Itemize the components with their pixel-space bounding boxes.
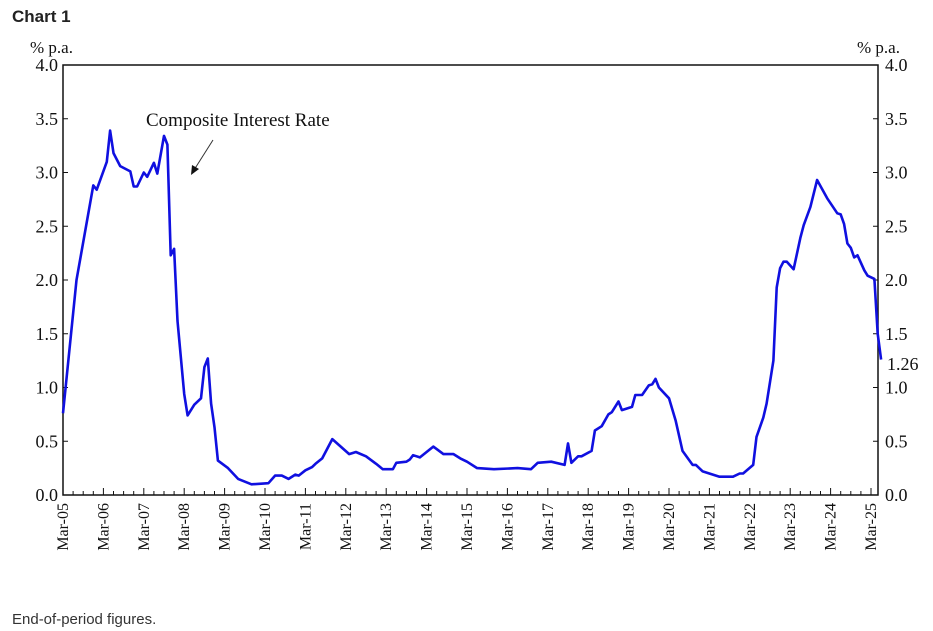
x-tick-label: Mar-20 xyxy=(661,503,678,551)
x-tick-label: Mar-13 xyxy=(378,503,395,551)
y-tick-label-left: 2.0 xyxy=(36,270,59,290)
last-value-label: 1.26 xyxy=(887,354,919,374)
y-tick-label-left: 1.5 xyxy=(36,324,59,344)
y-tick-label-right: 2.5 xyxy=(885,216,908,236)
x-tick-label: Mar-16 xyxy=(499,503,516,551)
footnote: End-of-period figures. xyxy=(12,611,156,628)
annotation-arrow xyxy=(191,139,214,175)
x-tick-label: Mar-22 xyxy=(742,503,759,551)
y-axis-ticks: 0.0 0.0 0.5 0.5 1.0 1.0 1.5 1.5 2.0 2.0 2.5 2.5 3.0 3… xyxy=(36,55,908,505)
y-tick-label-right: 1.5 xyxy=(885,324,908,344)
y-tick-label-right: 4.0 xyxy=(885,55,908,75)
y-tick-label-left: 3.5 xyxy=(36,109,59,129)
x-tick-label: Mar-24 xyxy=(823,503,840,551)
y-tick-label-left: 4.0 xyxy=(36,55,59,75)
x-tick-label: Mar-10 xyxy=(257,503,274,551)
x-tick-label: Mar-25 xyxy=(863,503,880,551)
x-tick-label: Mar-08 xyxy=(176,503,193,551)
y-tick-label-left: 0.5 xyxy=(36,431,59,451)
y-tick-label-right: 2.0 xyxy=(885,270,908,290)
x-axis-ticks: Mar-05 Mar-06 Mar-07 Mar-08 Mar-09 Mar-10 Mar-… xyxy=(55,488,880,551)
x-tick-label: Mar-18 xyxy=(580,503,597,551)
y-tick-label-left: 2.5 xyxy=(36,216,59,236)
y-axis-unit-right: % p.a. xyxy=(857,38,900,57)
x-tick-label: Mar-17 xyxy=(540,503,557,551)
y-tick-label-right: 3.0 xyxy=(885,163,908,183)
x-tick-label: Mar-05 xyxy=(55,503,72,551)
y-tick-label-right: 1.0 xyxy=(885,378,908,398)
x-tick-label: Mar-12 xyxy=(338,503,355,551)
y-tick-label-right: 0.0 xyxy=(885,485,908,505)
series-line-composite-interest-rate xyxy=(61,129,883,486)
x-tick-label: Mar-23 xyxy=(782,503,799,551)
y-tick-label-left: 1.0 xyxy=(36,378,59,398)
y-tick-label-left: 0.0 xyxy=(36,485,59,505)
x-tick-label: Mar-11 xyxy=(297,503,314,550)
y-tick-label-left: 3.0 xyxy=(36,163,59,183)
x-tick-label: Mar-09 xyxy=(217,503,234,551)
x-tick-label: Mar-06 xyxy=(95,503,112,551)
x-tick-label: Mar-14 xyxy=(419,503,436,551)
x-tick-label: Mar-15 xyxy=(459,503,476,551)
x-tick-label: Mar-21 xyxy=(701,503,718,551)
x-tick-label: Mar-19 xyxy=(621,503,638,551)
y-tick-label-right: 3.5 xyxy=(885,109,908,129)
series-annotation: Composite Interest Rate xyxy=(146,110,330,131)
y-tick-label-right: 0.5 xyxy=(885,431,908,451)
chart-title: Chart 1 xyxy=(12,7,71,26)
x-tick-label: Mar-07 xyxy=(136,503,153,551)
y-axis-unit-left: % p.a. xyxy=(30,38,73,57)
